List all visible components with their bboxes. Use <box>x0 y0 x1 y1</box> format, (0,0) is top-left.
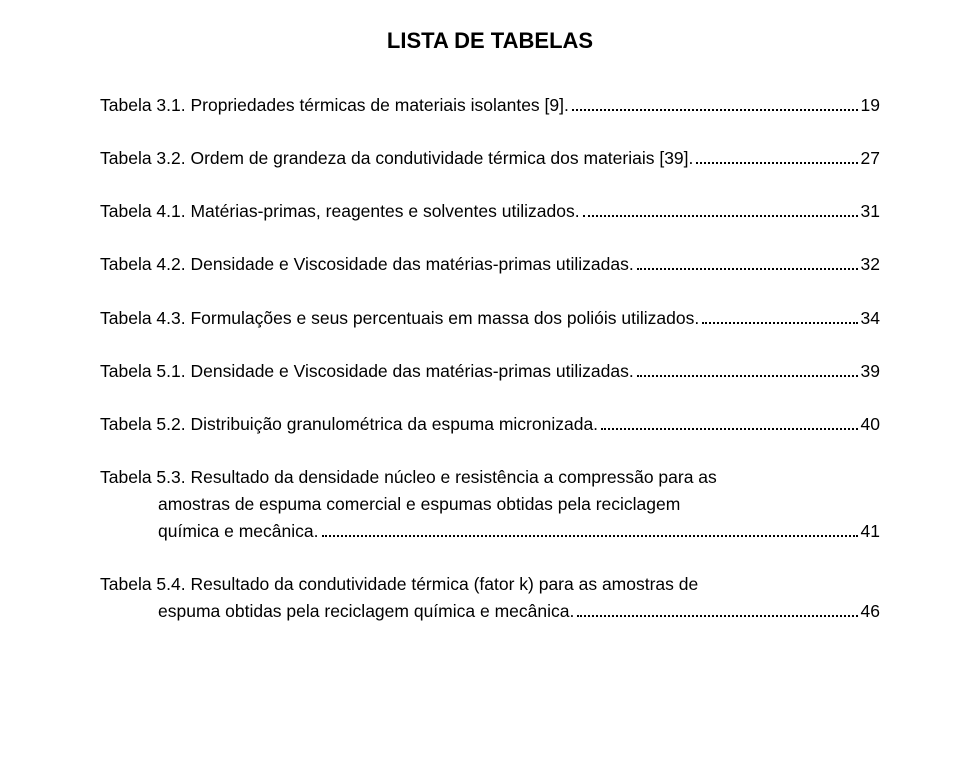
toc-entry-label: Tabela 3.2. Ordem de grandeza da conduti… <box>100 145 693 172</box>
dot-leader <box>601 428 857 430</box>
page-number: 40 <box>861 411 880 438</box>
toc-entry: Tabela 4.3. Formulações e seus percentua… <box>100 305 880 332</box>
page-number: 39 <box>861 358 880 385</box>
toc-entry-label: Tabela 5.1. Densidade e Viscosidade das … <box>100 358 634 385</box>
dot-leader <box>696 162 857 164</box>
toc-entry-line2: amostras de espuma comercial e espumas o… <box>100 491 880 518</box>
toc-entry-label: Tabela 4.1. Matérias-primas, reagentes e… <box>100 198 580 225</box>
page-title: LISTA DE TABELAS <box>100 28 880 54</box>
page-number: 46 <box>861 598 880 625</box>
toc-entry-label: Tabela 4.2. Densidade e Viscosidade das … <box>100 251 634 278</box>
toc-entry-text: química e mecânica. <box>158 518 319 545</box>
toc-entry-line1: Tabela 5.3. Resultado da densidade núcle… <box>100 464 880 491</box>
page-number: 31 <box>861 198 880 225</box>
toc-entry-label: Tabela 3.1. Propriedades térmicas de mat… <box>100 92 569 119</box>
toc-entry-text: espuma obtidas pela reciclagem química e… <box>158 598 574 625</box>
dot-leader <box>637 268 858 270</box>
dot-leader <box>572 109 858 111</box>
toc-entry-label: Tabela 4.3. Formulações e seus percentua… <box>100 305 699 332</box>
toc-entry: Tabela 5.2. Distribuição granulométrica … <box>100 411 880 438</box>
dot-leader <box>702 322 857 324</box>
toc-entry-lastline: espuma obtidas pela reciclagem química e… <box>100 598 880 625</box>
toc-entry-label: Tabela 5.2. Distribuição granulométrica … <box>100 411 598 438</box>
toc-entry: Tabela 4.1. Matérias-primas, reagentes e… <box>100 198 880 225</box>
toc-entry-lastline: química e mecânica. 41 <box>100 518 880 545</box>
toc-entry: Tabela 3.1. Propriedades térmicas de mat… <box>100 92 880 119</box>
page-number: 19 <box>861 92 880 119</box>
toc-entry: Tabela 5.3. Resultado da densidade núcle… <box>100 464 880 545</box>
toc-entries: Tabela 3.1. Propriedades térmicas de mat… <box>100 92 880 626</box>
page-number: 34 <box>861 305 880 332</box>
page-number: 27 <box>861 145 880 172</box>
toc-entry: Tabela 5.1. Densidade e Viscosidade das … <box>100 358 880 385</box>
toc-entry-line1: Tabela 5.4. Resultado da condutividade t… <box>100 571 880 598</box>
toc-entry: Tabela 4.2. Densidade e Viscosidade das … <box>100 251 880 278</box>
page-number: 32 <box>861 251 880 278</box>
toc-entry: Tabela 5.4. Resultado da condutividade t… <box>100 571 880 625</box>
dot-leader <box>637 375 858 377</box>
page-number: 41 <box>861 518 880 545</box>
dot-leader <box>577 615 857 617</box>
dot-leader <box>322 535 858 537</box>
dot-leader <box>583 215 858 217</box>
toc-entry: Tabela 3.2. Ordem de grandeza da conduti… <box>100 145 880 172</box>
